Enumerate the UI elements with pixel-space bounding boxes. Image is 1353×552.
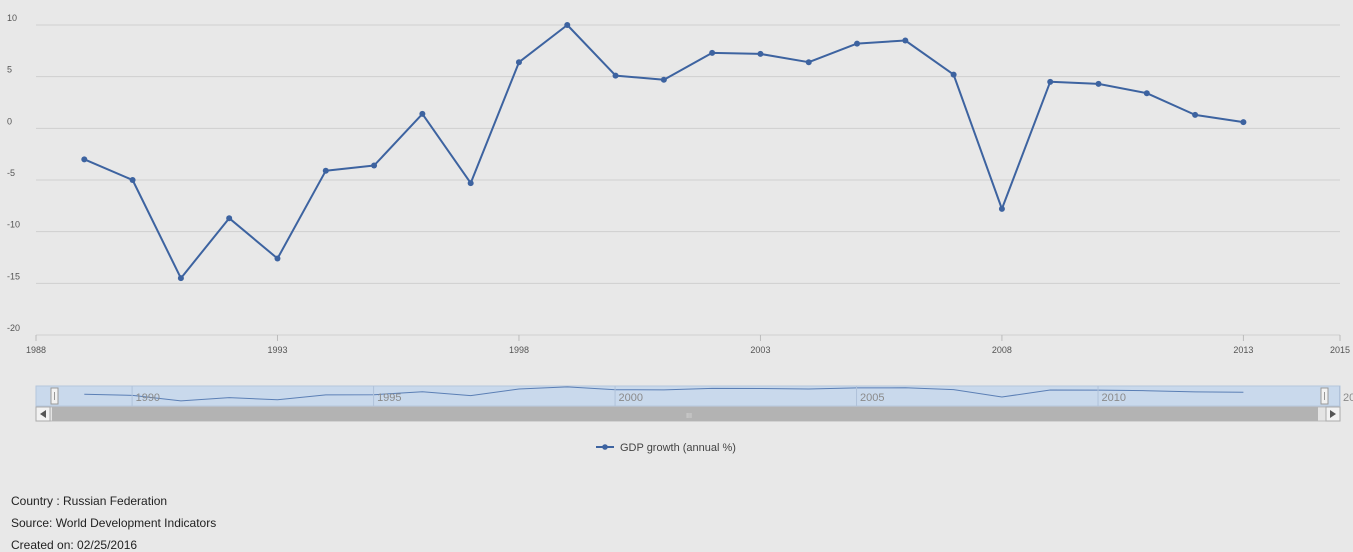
navigator-tick-label: 2000 — [619, 392, 643, 404]
navigator-tick-label: 1995 — [377, 392, 401, 404]
legend-series-label: GDP growth (annual %) — [620, 442, 736, 454]
navigator-tick-labels: 1990 1995 2000 2005 2010 2015 — [131, 386, 1353, 406]
y-tick-label: 10 — [7, 13, 17, 23]
data-point[interactable] — [709, 49, 716, 56]
footer-source: Source: World Development Indicators — [11, 516, 217, 530]
navigator-tick-label: 1990 — [136, 392, 160, 404]
navigator-tick-label: 2005 — [860, 392, 884, 404]
y-tick-label: 5 — [7, 65, 12, 75]
y-tick-label: -15 — [7, 271, 20, 281]
x-tick-label: 2015 — [1330, 345, 1350, 355]
data-point[interactable] — [805, 59, 812, 66]
legend-marker-icon — [602, 444, 608, 450]
data-point[interactable] — [1095, 80, 1102, 87]
navigator-tick-label: 2010 — [1102, 392, 1126, 404]
y-tick-label: -10 — [7, 220, 20, 230]
data-point[interactable] — [564, 22, 571, 28]
y-axis-tick-labels: 10 5 0 -5 -10 -15 -20 — [7, 13, 20, 333]
data-point[interactable] — [226, 215, 233, 222]
scrollbar-thumb-grip: III — [686, 413, 692, 420]
data-point[interactable] — [129, 177, 136, 183]
scrollbar-thumb[interactable] — [52, 407, 1318, 421]
x-tick-label: 1998 — [509, 345, 529, 355]
data-point[interactable] — [612, 72, 619, 79]
grid-lines — [35, 24, 1341, 341]
y-tick-label: 0 — [7, 116, 12, 126]
data-point[interactable] — [1047, 78, 1054, 85]
data-point[interactable] — [371, 162, 378, 169]
y-tick-label: -20 — [7, 323, 20, 333]
data-point[interactable] — [950, 71, 957, 78]
gdp-series-line — [83, 24, 1244, 280]
x-tick-label: 2003 — [750, 345, 770, 355]
x-tick-label: 1988 — [26, 345, 46, 355]
data-point[interactable] — [902, 37, 909, 44]
arrow-left-icon — [40, 410, 46, 418]
y-tick-label: -5 — [7, 168, 15, 178]
data-point[interactable] — [854, 40, 861, 47]
gdp-line-chart: 10 5 0 -5 -10 -15 -20 1988 1993 1998 2003 2008 2013… — [7, 13, 1353, 454]
arrow-right-icon — [1330, 410, 1336, 418]
data-point[interactable] — [998, 205, 1005, 212]
series-point-layer — [81, 22, 1247, 282]
data-point[interactable] — [177, 275, 184, 282]
x-tick-label: 2008 — [992, 345, 1012, 355]
range-navigator[interactable]: 1990 1995 2000 2005 2010 2015 — [35, 385, 1353, 407]
data-point[interactable] — [419, 110, 426, 117]
data-point[interactable] — [1192, 111, 1199, 118]
x-axis-tick-labels: 1988 1993 1998 2003 2008 2013 2015 — [26, 345, 1350, 355]
x-tick-label: 2013 — [1233, 345, 1253, 355]
navigator-tick-label: 2015 — [1343, 392, 1353, 404]
data-point[interactable] — [1143, 90, 1150, 97]
chart-legend[interactable]: GDP growth (annual %) — [596, 442, 736, 454]
x-tick-label: 1993 — [267, 345, 287, 355]
footer-country: Country : Russian Federation — [11, 494, 168, 508]
data-point[interactable] — [515, 59, 522, 66]
series-line-layer — [83, 24, 1244, 280]
data-point[interactable] — [81, 156, 88, 163]
navigator-series-line — [84, 386, 1244, 402]
data-point[interactable] — [757, 50, 764, 57]
data-point[interactable] — [1240, 119, 1247, 126]
data-point[interactable] — [467, 180, 474, 187]
data-point[interactable] — [274, 255, 281, 262]
data-point[interactable] — [660, 76, 667, 83]
horizontal-scrollbar[interactable]: III — [35, 406, 1341, 422]
data-point[interactable] — [322, 167, 329, 174]
footer-created-date: Created on: 02/25/2016 — [11, 538, 138, 552]
